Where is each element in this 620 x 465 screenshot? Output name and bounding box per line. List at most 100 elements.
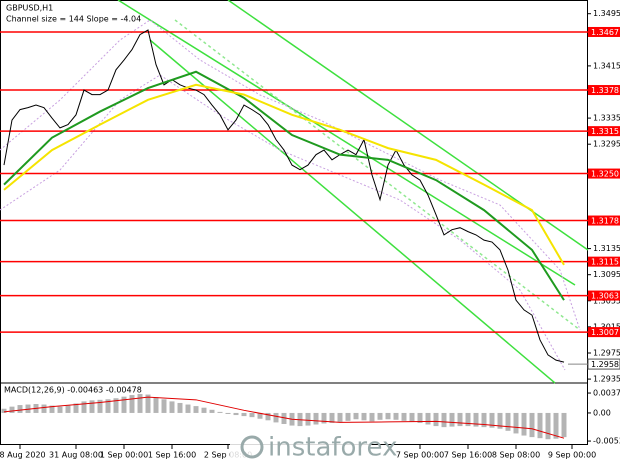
macd-bar xyxy=(385,412,391,420)
y-tick-label: 1.3055 xyxy=(593,296,620,305)
macd-bar xyxy=(209,409,215,413)
plot-frame xyxy=(0,0,588,445)
channel-mid xyxy=(174,19,581,331)
y-tick-label: 1.3135 xyxy=(593,244,620,253)
macd-bar xyxy=(225,412,231,414)
macd-bar xyxy=(73,403,79,413)
macd-bar xyxy=(177,402,183,413)
moving-average xyxy=(3,83,565,266)
macd-bar xyxy=(65,405,71,413)
level-box xyxy=(588,168,620,179)
macd-bar xyxy=(145,394,151,413)
y-tick-label: 1.3295 xyxy=(593,140,620,149)
macd-bar xyxy=(113,398,119,413)
macd-bar xyxy=(249,412,255,418)
level-box xyxy=(588,126,620,137)
envelope xyxy=(0,74,566,371)
level-box xyxy=(588,327,620,338)
moving-average xyxy=(3,70,565,301)
level-label: 1.3178 xyxy=(591,217,619,226)
macd-bar xyxy=(81,401,87,413)
y-tick-label: 0.00379 xyxy=(593,389,620,398)
macd-bar xyxy=(401,412,407,421)
macd-bar xyxy=(201,407,207,413)
channel-line xyxy=(117,0,576,286)
y-tick-label: 1.2975 xyxy=(593,348,620,357)
macd-bar xyxy=(409,412,415,422)
macd-bar xyxy=(17,405,23,413)
chart-subtitle: Channel size = 144 Slope = -4.04 xyxy=(6,15,141,24)
macd-bar xyxy=(9,406,15,413)
signal-line xyxy=(3,396,565,439)
macd-bar xyxy=(441,412,447,428)
last-price-label: 1.2958 xyxy=(591,360,619,369)
watermark-logo xyxy=(240,435,264,459)
level-label: 1.3250 xyxy=(591,170,619,179)
level-box xyxy=(588,256,620,267)
level-box xyxy=(588,215,620,226)
macd-bar xyxy=(121,396,127,413)
macd-bar xyxy=(217,411,223,413)
last-price-box xyxy=(587,358,620,370)
macd-bar xyxy=(169,401,175,413)
y-tick-label: 1.3415 xyxy=(593,61,620,70)
macd-bar xyxy=(241,412,247,417)
macd-bar xyxy=(345,412,351,421)
macd-bar xyxy=(553,412,559,439)
macd-bar xyxy=(153,397,159,413)
level-box xyxy=(588,290,620,301)
macd-bar xyxy=(265,412,271,421)
macd-bar xyxy=(233,412,239,416)
price-line xyxy=(3,29,565,363)
macd-bar xyxy=(185,404,191,413)
macd-bar xyxy=(425,412,431,425)
macd-bar xyxy=(449,412,455,427)
macd-bar xyxy=(161,399,167,413)
envelope xyxy=(0,19,581,331)
macd-title: MACD(12,26,9) -0.00463 -0.00478 xyxy=(4,386,142,395)
x-tick-label: 7 Sep 00:00 xyxy=(396,451,444,460)
macd-bar xyxy=(49,405,55,413)
level-box xyxy=(588,85,620,96)
macd-bar xyxy=(97,399,103,413)
macd-bar xyxy=(537,412,543,439)
macd-bar xyxy=(529,412,535,438)
macd-bar xyxy=(257,412,263,419)
macd-bar xyxy=(273,412,279,423)
macd-bar xyxy=(281,412,287,424)
macd-bar xyxy=(129,395,135,413)
x-tick-label: 1 Sep 00:00 xyxy=(100,451,148,460)
macd-bar xyxy=(561,412,567,438)
macd-bar xyxy=(89,400,95,413)
macd-bar xyxy=(457,412,463,427)
x-tick-label: 7 Sep 16:00 xyxy=(444,451,492,460)
macd-bar xyxy=(137,394,143,413)
level-label: 1.3007 xyxy=(591,328,619,337)
macd-bar xyxy=(361,412,367,421)
y-tick-label: 1.2935 xyxy=(593,375,620,384)
channel-line xyxy=(149,39,556,384)
y-tick-label: 1.3015 xyxy=(593,322,620,331)
macd-bar xyxy=(353,412,359,420)
y-tick-label: 1.3495 xyxy=(593,9,620,18)
macd-bar xyxy=(329,412,335,423)
level-box xyxy=(588,26,620,37)
macd-bar xyxy=(41,404,47,413)
macd-bar xyxy=(465,412,471,427)
macd-bar xyxy=(57,406,63,413)
macd-bar xyxy=(513,412,519,434)
x-tick-label: 2 Sep 08:00 xyxy=(204,451,252,460)
macd-bar xyxy=(25,404,31,413)
macd-bar xyxy=(377,412,383,420)
y-tick-label: 1.3095 xyxy=(593,270,620,279)
macd-bar xyxy=(313,412,319,425)
y-tick-label: 1.3335 xyxy=(593,114,620,123)
macd-bar xyxy=(497,412,503,429)
x-tick-label: 8 Sep 08:00 xyxy=(492,451,540,460)
macd-bar xyxy=(369,412,375,422)
macd-bar xyxy=(305,412,311,426)
x-tick-label: 28 Aug 2020 xyxy=(0,451,46,460)
macd-bar xyxy=(321,412,327,424)
watermark: instaforex xyxy=(268,433,397,463)
